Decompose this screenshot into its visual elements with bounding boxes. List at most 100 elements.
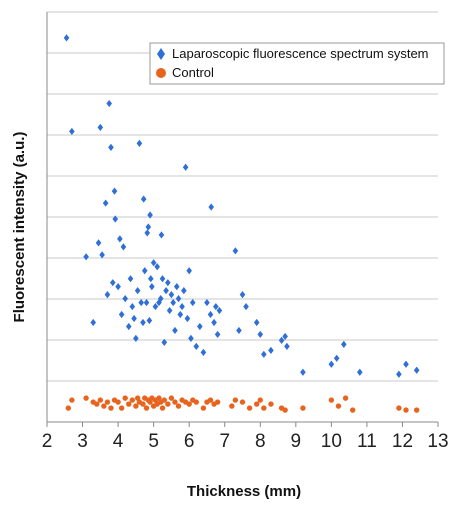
point-laparoscopic — [122, 295, 128, 303]
point-laparoscopic — [268, 346, 274, 354]
point-laparoscopic — [186, 267, 192, 275]
point-control — [232, 397, 239, 403]
point-control — [104, 399, 111, 405]
point-laparoscopic — [146, 316, 153, 325]
point-laparoscopic — [144, 229, 151, 237]
point-laparoscopic — [188, 334, 194, 343]
point-laparoscopic — [63, 34, 70, 42]
point-laparoscopic — [333, 354, 340, 362]
point-laparoscopic — [136, 139, 143, 147]
point-laparoscopic — [120, 243, 127, 251]
point-laparoscopic — [239, 291, 246, 299]
x-axis-label: Thickness (mm) — [187, 483, 301, 500]
axes — [46, 12, 438, 423]
point-laparoscopic — [112, 215, 119, 223]
point-laparoscopic — [232, 247, 239, 255]
point-laparoscopic — [99, 251, 105, 259]
point-laparoscopic — [204, 298, 210, 307]
point-laparoscopic — [184, 314, 191, 323]
point-laparoscopic — [181, 287, 187, 295]
point-laparoscopic — [83, 253, 89, 261]
point-control — [122, 395, 128, 401]
point-laparoscopic — [111, 187, 118, 195]
point-control — [143, 405, 150, 411]
point-control — [254, 401, 260, 407]
point-control — [118, 405, 125, 411]
point-control — [396, 405, 402, 411]
point-laparoscopic — [95, 239, 102, 247]
point-laparoscopic — [207, 310, 214, 319]
point-laparoscopic — [214, 330, 221, 339]
x-tick-label: 8 — [255, 431, 266, 452]
point-control — [193, 399, 199, 405]
point-laparoscopic — [102, 199, 109, 207]
point-control — [129, 397, 136, 403]
point-laparoscopic — [211, 318, 217, 327]
point-laparoscopic — [200, 348, 207, 356]
point-control — [126, 401, 132, 407]
point-laparoscopic — [147, 211, 153, 219]
point-control — [214, 399, 221, 405]
point-laparoscopic — [163, 287, 169, 295]
point-laparoscopic — [150, 259, 157, 267]
point-laparoscopic — [161, 338, 168, 346]
point-laparoscopic — [143, 298, 150, 307]
point-laparoscopic — [197, 322, 203, 331]
x-tick-label: 5 — [148, 431, 159, 452]
point-laparoscopic — [243, 302, 249, 311]
point-laparoscopic — [216, 306, 223, 315]
point-control — [200, 405, 207, 411]
point-laparoscopic — [69, 127, 75, 136]
point-laparoscopic — [140, 318, 146, 327]
point-control — [268, 401, 274, 407]
point-control — [257, 397, 263, 403]
x-tick-label: 9 — [291, 431, 302, 452]
point-control — [161, 397, 167, 403]
point-laparoscopic — [300, 368, 306, 376]
point-laparoscopic — [141, 267, 148, 275]
point-control — [159, 405, 166, 411]
point-control — [246, 405, 253, 411]
point-laparoscopic — [253, 318, 260, 327]
point-laparoscopic — [134, 287, 141, 295]
point-control — [165, 401, 171, 407]
x-tick-label: 12 — [392, 431, 413, 452]
point-laparoscopic — [328, 360, 335, 368]
legend-label-control: Control — [172, 65, 214, 80]
point-control — [239, 399, 246, 405]
point-control — [175, 403, 182, 409]
x-tick-labels: 2 3 4 5 6 7 8 9 10 11 12 13 — [42, 422, 449, 452]
point-laparoscopic — [413, 366, 420, 374]
x-tick-label: 7 — [219, 431, 230, 452]
point-laparoscopic — [357, 368, 363, 376]
point-laparoscopic — [179, 302, 185, 311]
point-laparoscopic — [284, 342, 290, 350]
point-control — [115, 399, 121, 405]
point-control — [261, 405, 267, 411]
point-control — [168, 395, 175, 401]
legend-box — [149, 42, 445, 85]
point-control — [328, 397, 335, 403]
point-laparoscopic — [149, 283, 155, 291]
point-laparoscopic — [106, 99, 113, 108]
point-laparoscopic — [193, 342, 200, 350]
point-laparoscopic — [189, 298, 196, 307]
point-laparoscopic — [170, 298, 176, 307]
point-control — [229, 403, 235, 409]
point-laparoscopic — [182, 163, 189, 171]
point-control — [403, 407, 409, 413]
point-control — [186, 401, 192, 407]
point-laparoscopic — [341, 340, 347, 348]
point-laparoscopic — [177, 310, 184, 319]
point-control — [83, 395, 89, 401]
point-laparoscopic — [133, 334, 139, 343]
x-tick-label: 11 — [357, 431, 377, 452]
point-control — [349, 407, 356, 413]
point-laparoscopic — [157, 295, 164, 303]
point-control — [65, 405, 72, 411]
point-laparoscopic — [152, 302, 159, 311]
point-laparoscopic — [168, 291, 175, 299]
point-laparoscopic — [282, 332, 288, 341]
point-laparoscopic — [125, 322, 132, 331]
point-laparoscopic — [117, 235, 123, 243]
